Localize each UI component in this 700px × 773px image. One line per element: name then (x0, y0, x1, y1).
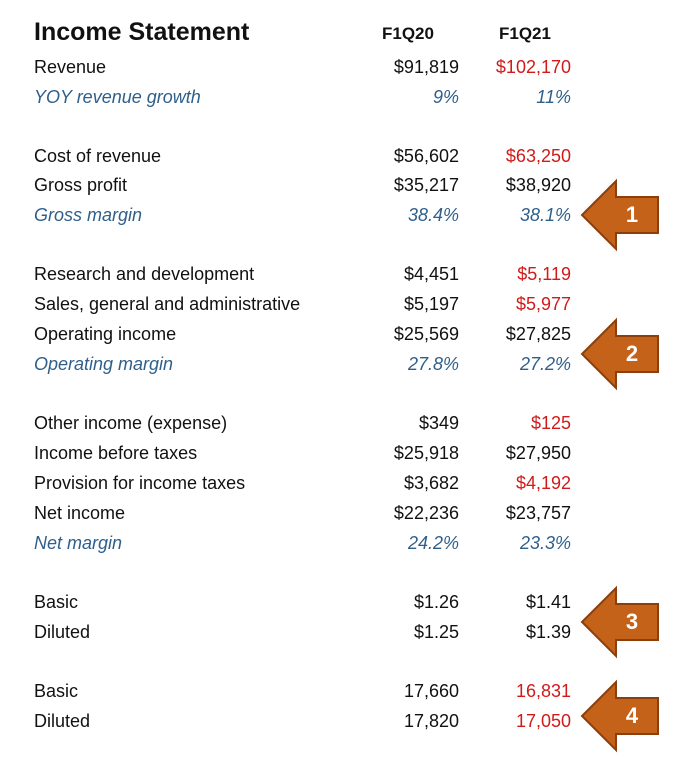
value-f1q21: $5,977 (515, 294, 571, 314)
table-row-eps-diluted: Diluted $1.25 $1.39 (0, 618, 700, 646)
value-f1q20: 38.4% (407, 205, 459, 225)
value-f1q21: $5,119 (517, 264, 571, 284)
row-label: Cost of revenue (34, 146, 162, 166)
value-f1q20: $1.26 (413, 592, 459, 612)
row-label: Diluted (34, 711, 91, 731)
row-label: Provision for income taxes (34, 473, 246, 493)
value-f1q20: $91,819 (393, 57, 459, 77)
row-label: Diluted (34, 622, 91, 642)
callout-arrow-3: 3 (580, 585, 660, 659)
table-row-provision-for-income-taxes: Provision for income taxes $3,682 $4,192 (0, 469, 700, 497)
row-label: Research and development (34, 264, 255, 284)
value-f1q21: 27.2% (519, 354, 571, 374)
table-row-operating-margin: Operating margin 27.8% 27.2% (0, 350, 700, 378)
callout-number: 3 (625, 609, 639, 634)
column-header-f1q21: F1Q21 (499, 24, 551, 43)
row-label: Net margin (34, 533, 123, 553)
row-label: Gross margin (34, 205, 143, 225)
callout-number: 1 (625, 202, 639, 227)
value-f1q20: $22,236 (393, 503, 459, 523)
callout-arrow-2: 2 (580, 317, 660, 391)
value-f1q20: 17,660 (403, 681, 459, 701)
left-arrow-icon (580, 585, 659, 659)
row-label: Income before taxes (34, 443, 198, 463)
table-row-net-income: Net income $22,236 $23,757 (0, 499, 700, 527)
value-f1q20: 17,820 (403, 711, 459, 731)
value-f1q21: $1.41 (525, 592, 571, 612)
table-row-sga: Sales, general and administrative $5,197… (0, 290, 700, 318)
left-arrow-icon (580, 178, 659, 252)
table-row-gross-margin: Gross margin 38.4% 38.1% (0, 201, 700, 229)
table-row-research-and-development: Research and development $4,451 $5,119 (0, 260, 700, 288)
row-label: Sales, general and administrative (34, 294, 301, 314)
value-f1q20: $1.25 (413, 622, 459, 642)
value-f1q20: $3,682 (403, 473, 459, 493)
value-f1q20: $35,217 (393, 175, 459, 195)
table-row-other-income: Other income (expense) $349 $125 (0, 409, 700, 437)
row-label: Operating margin (34, 354, 174, 374)
value-f1q20: $349 (418, 413, 459, 433)
value-f1q21: $125 (530, 413, 571, 433)
callout-number: 4 (625, 703, 639, 728)
value-f1q20: 24.2% (407, 533, 459, 553)
value-f1q21: 38.1% (519, 205, 571, 225)
value-f1q21: $63,250 (505, 146, 571, 166)
table-row-gross-profit: Gross profit $35,217 $38,920 (0, 171, 700, 199)
value-f1q20: $25,918 (393, 443, 459, 463)
row-label: Revenue (34, 57, 107, 77)
table-row-yoy-revenue-growth: YOY revenue growth 9% 11% (0, 83, 700, 111)
row-label: Basic (34, 592, 79, 612)
left-arrow-icon (580, 679, 659, 753)
value-f1q21: 16,831 (515, 681, 571, 701)
table-row-cost-of-revenue: Cost of revenue $56,602 $63,250 (0, 142, 700, 170)
value-f1q20: 9% (432, 87, 459, 107)
column-header-f1q20: F1Q20 (382, 24, 434, 43)
callout-number: 2 (625, 341, 639, 366)
value-f1q20: $5,197 (403, 294, 459, 314)
value-f1q20: $4,451 (403, 264, 459, 284)
value-f1q20: $56,602 (393, 146, 459, 166)
callout-arrow-1: 1 (580, 178, 660, 252)
value-f1q21: $27,825 (505, 324, 571, 344)
row-label: YOY revenue growth (34, 87, 201, 107)
table-row-shares-diluted: Diluted 17,820 17,050 (0, 707, 700, 735)
value-f1q21: $23,757 (505, 503, 571, 523)
page-title: Income Statement (34, 18, 250, 46)
table-row-shares-basic: Basic 17,660 16,831 (0, 677, 700, 705)
value-f1q21: $4,192 (515, 473, 571, 493)
row-label: Gross profit (34, 175, 128, 195)
table-row-eps-basic: Basic $1.26 $1.41 (0, 588, 700, 616)
value-f1q21: 17,050 (515, 711, 571, 731)
value-f1q21: $38,920 (505, 175, 571, 195)
value-f1q20: 27.8% (407, 354, 459, 374)
table-row-revenue: Revenue $91,819 $102,170 (0, 53, 700, 81)
value-f1q21: 23.3% (519, 533, 571, 553)
left-arrow-icon (580, 317, 659, 391)
row-label: Operating income (34, 324, 177, 344)
row-label: Basic (34, 681, 79, 701)
row-label: Other income (expense) (34, 413, 228, 433)
table-row-income-before-taxes: Income before taxes $25,918 $27,950 (0, 439, 700, 467)
value-f1q21: 11% (536, 87, 571, 107)
value-f1q21: $27,950 (505, 443, 571, 463)
table-row-net-margin: Net margin 24.2% 23.3% (0, 529, 700, 557)
callout-arrow-4: 4 (580, 679, 660, 753)
value-f1q21: $1.39 (525, 622, 571, 642)
row-label: Net income (34, 503, 126, 523)
value-f1q21: $102,170 (495, 57, 571, 77)
value-f1q20: $25,569 (393, 324, 459, 344)
table-row-operating-income: Operating income $25,569 $27,825 (0, 320, 700, 348)
